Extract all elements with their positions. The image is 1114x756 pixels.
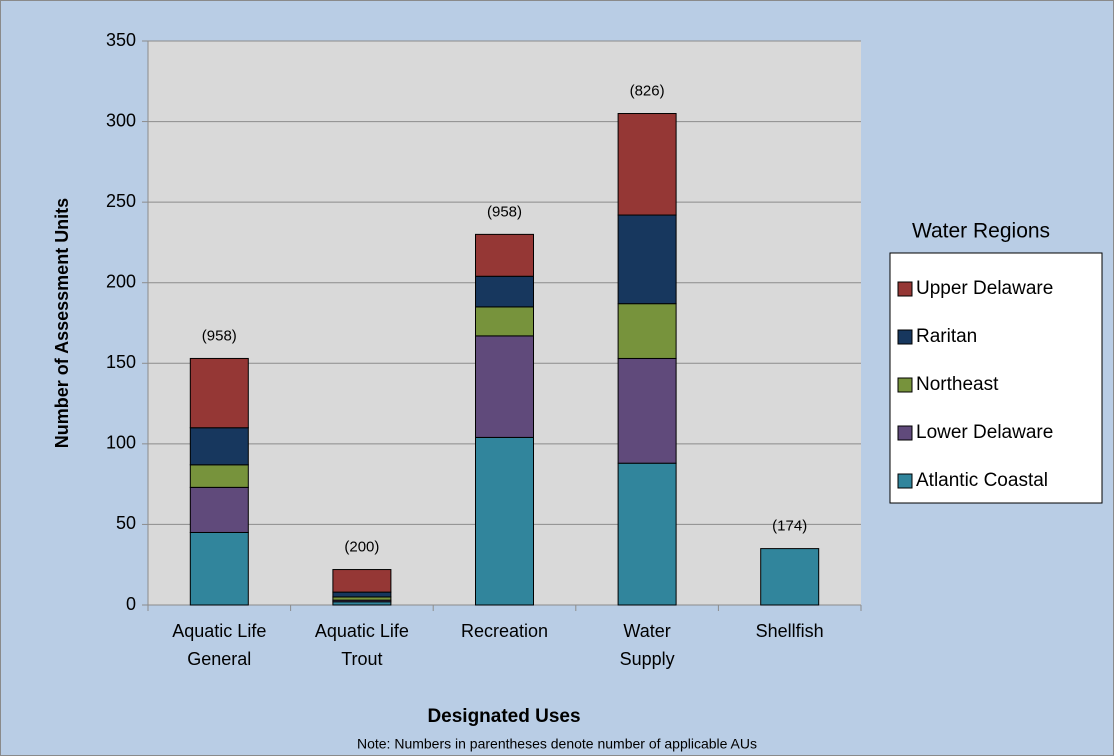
bar-annotation: (958) (202, 327, 237, 344)
y-tick-label: 350 (106, 30, 136, 50)
x-tick-label: Shellfish (755, 621, 824, 641)
bar-segment (475, 436, 534, 606)
x-tick-label: Aquatic Life Trout (314, 621, 409, 669)
bar-annotation: (958) (487, 203, 522, 220)
bar-segment (332, 591, 392, 598)
bar-segment (189, 427, 249, 466)
y-tick-label: 50 (116, 513, 136, 533)
bar-segment (760, 548, 820, 606)
legend-label: Lower Delaware (916, 422, 1053, 443)
bar-segment (189, 531, 249, 606)
legend-label: Northeast (916, 374, 999, 395)
bar-segment (617, 113, 677, 216)
bar-segment (617, 462, 677, 606)
bar-annotation: (200) (344, 539, 379, 556)
legend-swatch (897, 281, 913, 297)
bar-segment (475, 275, 534, 308)
legend-label: Atlantic Coastal (916, 470, 1048, 491)
legend-label: Upper Delaware (916, 278, 1053, 299)
x-tick-label: Recreation (460, 621, 549, 641)
bar-segment (617, 303, 677, 359)
legend-swatch (897, 377, 913, 393)
y-tick-label: 250 (106, 191, 136, 211)
x-axis-title: Designated Uses (427, 706, 580, 727)
bar-annotation: (174) (772, 518, 807, 535)
bar-segment (475, 306, 534, 337)
bar-segment (189, 486, 249, 533)
legend-title: Water Regions (912, 220, 1050, 243)
legend-swatch (897, 329, 913, 345)
note: Note: Numbers in parentheses denote numb… (357, 736, 757, 752)
bar-annotation: (826) (630, 82, 665, 99)
legend-swatch (897, 425, 913, 441)
y-tick-label: 150 (106, 352, 136, 372)
y-tick-label: 200 (106, 271, 136, 291)
legend-swatch (897, 473, 913, 489)
y-tick-label: 100 (106, 433, 136, 453)
y-axis-title: Number of Assessment Units (52, 198, 72, 448)
y-tick-label: 0 (126, 594, 136, 614)
bar-segment (332, 569, 392, 593)
bar-segment (189, 464, 249, 488)
bar-segment (189, 357, 249, 429)
bar-segment (617, 357, 677, 464)
x-tick-label: Aquatic Life General (172, 621, 267, 669)
legend-label: Raritan (916, 326, 977, 347)
legend-box (889, 252, 1103, 504)
bar-segment (617, 214, 677, 305)
bar-segment (475, 335, 534, 438)
y-tick-label: 300 (106, 110, 136, 130)
x-tick-label: Water Supply (619, 621, 675, 669)
bar-segment (475, 233, 534, 277)
